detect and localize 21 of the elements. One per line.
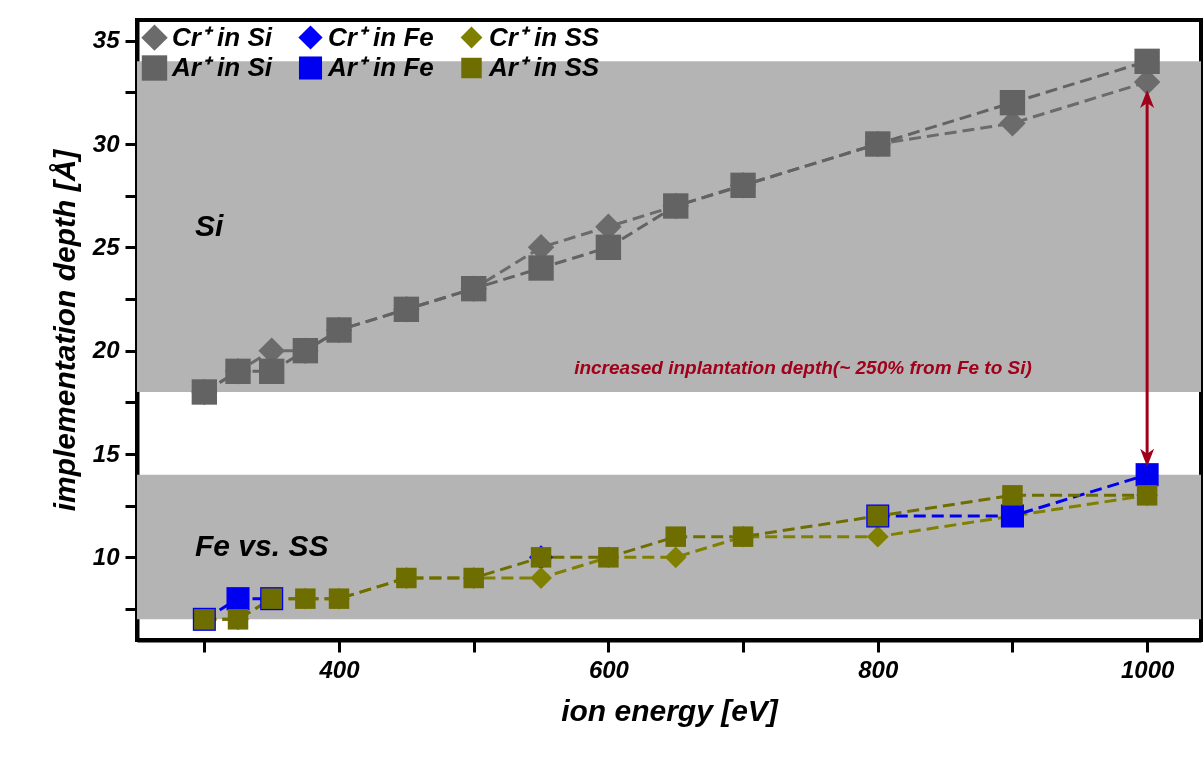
y-tick-label: 15	[92, 439, 121, 467]
x-tick-label: 600	[588, 655, 630, 683]
y-axis-title: implementation depth [Å]	[47, 148, 81, 512]
y-tick-label: 35	[92, 26, 121, 54]
x-axis-title: ion energy [eV]	[561, 693, 779, 727]
legend-label: Cr⁺ in SS	[489, 21, 600, 52]
y-tick-label: 10	[92, 542, 121, 570]
annotation: increased inplantation depth(~ 250% from Fe to Si)	[574, 357, 1032, 378]
y-tick-label: 30	[92, 129, 121, 157]
legend-label: Ar⁺ in Si	[171, 52, 273, 82]
y-tick-label: 25	[91, 232, 121, 260]
band-label: Si	[195, 208, 225, 242]
legend-label: Ar⁺ in SS	[488, 52, 600, 82]
legend-label: Cr⁺ in Fe	[328, 21, 434, 52]
band-label: Fe vs. SS	[195, 529, 329, 562]
legend-label: Ar⁺ in Fe	[327, 52, 434, 82]
x-tick-label: 1000	[1120, 655, 1175, 683]
x-tick-label: 800	[858, 655, 899, 683]
legend-label: Cr⁺ in Si	[172, 21, 273, 52]
y-tick-label: 20	[91, 336, 121, 364]
x-tick-label: 400	[318, 655, 361, 683]
